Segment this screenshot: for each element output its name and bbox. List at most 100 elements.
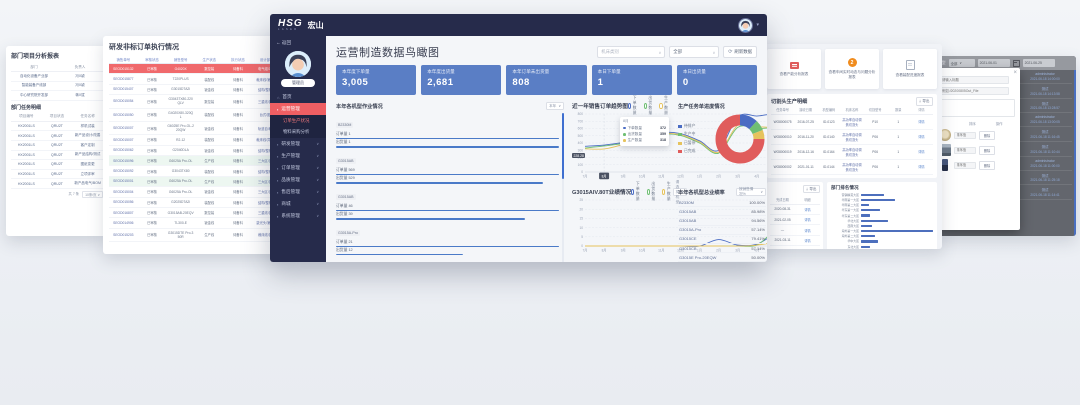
- cell: 数控装: [194, 207, 224, 219]
- scrollbar-thumb[interactable]: [1074, 70, 1076, 236]
- sort-input[interactable]: [954, 146, 976, 154]
- sidebar-item-品质管理[interactable]: ▪ 品质管理 ∨: [270, 174, 326, 186]
- detail-link[interactable]: 详情: [795, 204, 820, 215]
- detail-link[interactable]: 详情: [909, 114, 933, 130]
- cutting-detail-section: 切割头生产明细 ⤓ 导出 任务单号 接收日期 机型编码 机床名称 切割型号 数量 详情 WO80…: [767, 94, 937, 178]
- panel-b-title: 研发非标订单执行情况: [109, 44, 179, 51]
- delete-button[interactable]: 删除: [979, 145, 995, 155]
- sort-input[interactable]: [954, 131, 976, 139]
- cell: 2021-03-11: [770, 235, 795, 247]
- order-bar: [336, 245, 559, 248]
- scrollbar-thumb[interactable]: [561, 113, 564, 179]
- sidebar-item-首页[interactable]: ⌂ 首页: [270, 91, 326, 103]
- close-icon[interactable]: ×: [1013, 70, 1017, 76]
- sidebar-item-系统管理[interactable]: ▪ 系统管理 ∨: [270, 210, 326, 222]
- log-timestamp: 2021-06-18 11:16:45: [1030, 134, 1060, 139]
- rate-value: 57.14%: [751, 227, 765, 233]
- detail-link[interactable]: 详情: [909, 159, 933, 175]
- cell: HX2001LS: [11, 121, 42, 132]
- description-textarea[interactable]: [939, 99, 1015, 117]
- back-link[interactable]: ← 返回: [276, 40, 292, 45]
- detail-link[interactable]: 详情: [909, 144, 933, 160]
- svg-text:12月: 12月: [677, 175, 684, 179]
- date-from-input[interactable]: 2021-06-01: [977, 59, 1010, 67]
- sidebar-item-生产管理[interactable]: ▪ 生产管理 ∨: [270, 150, 326, 162]
- scope-select[interactable]: 全部 ∨: [669, 46, 720, 58]
- report-card[interactable]: 查看产能分析报表: [767, 49, 821, 89]
- column-header: 部门: [11, 63, 57, 72]
- report-card[interactable]: 查看装配进度报表: [883, 49, 937, 89]
- attachment-thumbnail: [939, 144, 951, 156]
- export-button[interactable]: ⤓ 导出: [802, 184, 820, 194]
- machine-activity-block: 本年各机型作业情况 本年 ∨ B2330M 订单量 1 出货量 1 G3015AB 订单量…: [336, 101, 564, 262]
- kpi-value: 0: [682, 77, 689, 88]
- detail-link[interactable]: 详情: [909, 129, 933, 145]
- rate-select[interactable]: 按销售情况% ∨: [736, 187, 766, 197]
- sidebar-item-订单管理[interactable]: ▪ 订单管理 ∨: [270, 162, 326, 174]
- attachment-rows: 删除删除删除: [939, 129, 1015, 171]
- model-select[interactable]: 请选择机型 ∨: [672, 180, 687, 204]
- svg-text:11月: 11月: [658, 249, 665, 253]
- model-name: G3015AB: [679, 208, 697, 214]
- sidebar-item-运营管理[interactable]: ▪ 运营管理: [270, 103, 326, 115]
- sidebar-item-物料采购分析[interactable]: 物料采购分析: [270, 127, 326, 139]
- column-header: 切割型号: [863, 105, 887, 115]
- sidebar-item-研发管理[interactable]: ▪ 研发管理 ∨: [270, 138, 326, 150]
- ranking-bar: [861, 193, 884, 196]
- page-size-select[interactable]: 10条/页 ∨: [82, 190, 103, 198]
- chevron-down-icon: ∨: [316, 190, 319, 195]
- log-filter-bar: 类型 全部∨ 2021-06-01 2021-06-25: [934, 56, 1076, 70]
- sidebar-item-商城[interactable]: ▪ 商城 ∨: [270, 198, 326, 210]
- menu-item-label: 品质管理: [281, 177, 300, 183]
- scrollbar-track[interactable]: [561, 113, 564, 262]
- sidebar-item-售后管理[interactable]: ▪ 售后管理 ∨: [270, 186, 326, 198]
- path-input[interactable]: [939, 87, 1009, 95]
- cell: G4020X: [166, 63, 195, 75]
- year-select[interactable]: 本年 ∨: [546, 101, 564, 111]
- detail-link[interactable]: 详情: [795, 214, 820, 226]
- report-card[interactable]: 2 查看车间实时动态与问题分析报表: [825, 49, 879, 89]
- cell: 待备料: [223, 108, 253, 122]
- export-button[interactable]: ⤓ 导出: [915, 97, 933, 106]
- table-row: HX2001LS QRU2T 新产品结构/测试: [11, 150, 103, 161]
- task-progress-block: 生产任务单进度情况 待排产 生产中 已暂停 已完成: [678, 101, 766, 183]
- ship-count: 出货量 39: [336, 212, 353, 217]
- brand-name: 宏山: [307, 20, 324, 30]
- column-header: 任务名称: [72, 112, 103, 122]
- legend-marker: [659, 103, 663, 109]
- svg-text:700: 700: [578, 119, 584, 123]
- detail-link[interactable]: 详情: [795, 235, 820, 247]
- ranking-row: 华东第二大区: [831, 214, 933, 218]
- table-row: SEOD015001 已审核 G6025A Pro-OL 生产线 待备料 三大区/部装: [109, 176, 281, 188]
- menu-icon: ▪: [277, 165, 279, 171]
- calendar-icon: [1012, 59, 1020, 67]
- detail-link[interactable]: 详情: [795, 224, 820, 236]
- legend-item: 出货数量: [643, 96, 655, 116]
- tooltip-value: 359: [660, 132, 666, 137]
- menu-item-label: 订单生产状况: [283, 117, 310, 123]
- refresh-button[interactable]: ⟳ 刷新数据: [723, 46, 757, 58]
- date-to-input[interactable]: 2021-06-25: [1022, 59, 1055, 67]
- rate-row: B2330M 100.00%: [678, 198, 766, 208]
- legend-label: 出货数量: [648, 96, 653, 115]
- title-input[interactable]: [939, 76, 1009, 84]
- cell: 已审核: [137, 155, 167, 167]
- machine-type-select[interactable]: 机床类别 ∨: [597, 46, 666, 58]
- card-caption: 查看产能分析报表: [779, 71, 809, 76]
- delete-button[interactable]: 删除: [979, 160, 995, 170]
- user-avatar[interactable]: [738, 17, 754, 33]
- type-select[interactable]: 全部 ∨: [948, 59, 975, 67]
- delete-button[interactable]: 删除: [979, 130, 995, 140]
- badge-2-icon: 2: [847, 58, 857, 68]
- chevron-down-icon[interactable]: ▾: [756, 22, 759, 28]
- sidebar-item-订单生产状况[interactable]: 订单生产状况: [270, 115, 326, 127]
- cell: SEOD015007: [109, 121, 138, 136]
- ranking-label: 华南第二大区: [841, 203, 859, 208]
- select-placeholder: 请选择机型: [675, 179, 680, 204]
- cell: P10: [863, 114, 887, 130]
- chevron-down-icon: ∨: [316, 178, 319, 183]
- sort-input[interactable]: [954, 161, 976, 169]
- tooltip-label: 生产数量: [627, 137, 642, 142]
- cell: ID-0164: [817, 144, 841, 160]
- cell: —: [770, 224, 795, 236]
